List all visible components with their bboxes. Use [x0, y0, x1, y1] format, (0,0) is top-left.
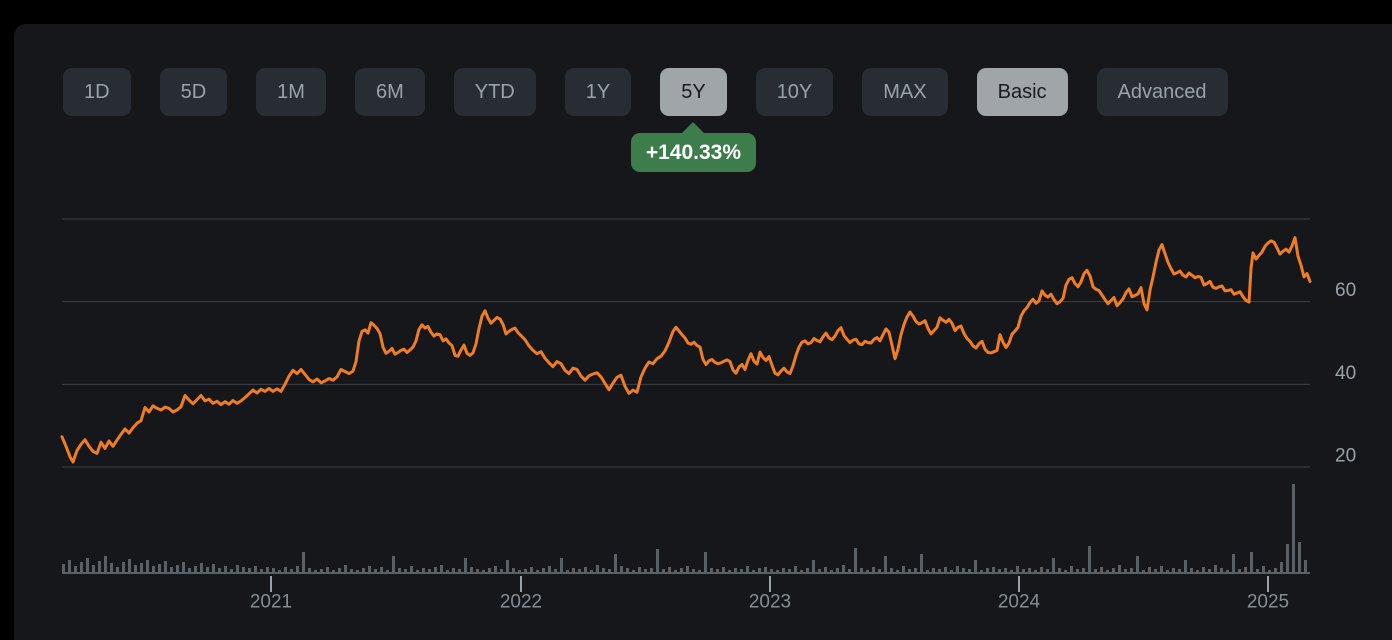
- range-button-1m[interactable]: 1M: [256, 68, 326, 116]
- x-axis-labels: 2021 2022 2023 2024 2025: [250, 592, 1289, 613]
- range-button-6m[interactable]: 6M: [354, 68, 425, 116]
- range-button-1d[interactable]: 1D: [63, 68, 131, 116]
- mode-button-basic[interactable]: Basic: [976, 68, 1068, 116]
- y-axis-labels: 60 40 20: [1335, 280, 1356, 466]
- gridlines: [62, 218, 1310, 468]
- price-line: [60, 236, 1312, 464]
- mode-button-advanced[interactable]: Advanced: [1096, 68, 1228, 116]
- svg-text:2021: 2021: [250, 592, 292, 613]
- svg-text:2023: 2023: [749, 592, 791, 613]
- range-button-5d[interactable]: 5D: [159, 68, 228, 116]
- range-button-1y[interactable]: 1Y: [564, 68, 632, 116]
- volume-bars: [62, 484, 1310, 574]
- range-toolbar: 1D 5D 1M 6M YTD 1Y 5Y 10Y MAX Basic Advanced: [63, 68, 1228, 116]
- range-button-10y[interactable]: 10Y: [755, 68, 834, 116]
- range-button-max[interactable]: MAX: [862, 68, 948, 116]
- x-axis-ticks: [270, 576, 1269, 592]
- svg-text:40: 40: [1335, 363, 1356, 384]
- range-button-ytd[interactable]: YTD: [453, 68, 536, 116]
- range-button-5y[interactable]: 5Y: [660, 68, 727, 116]
- svg-text:20: 20: [1335, 446, 1356, 467]
- period-change-badge: +140.33%: [630, 133, 757, 172]
- svg-text:2022: 2022: [500, 592, 542, 613]
- svg-text:2025: 2025: [1247, 592, 1289, 613]
- svg-text:2024: 2024: [998, 592, 1041, 613]
- svg-text:60: 60: [1335, 280, 1356, 301]
